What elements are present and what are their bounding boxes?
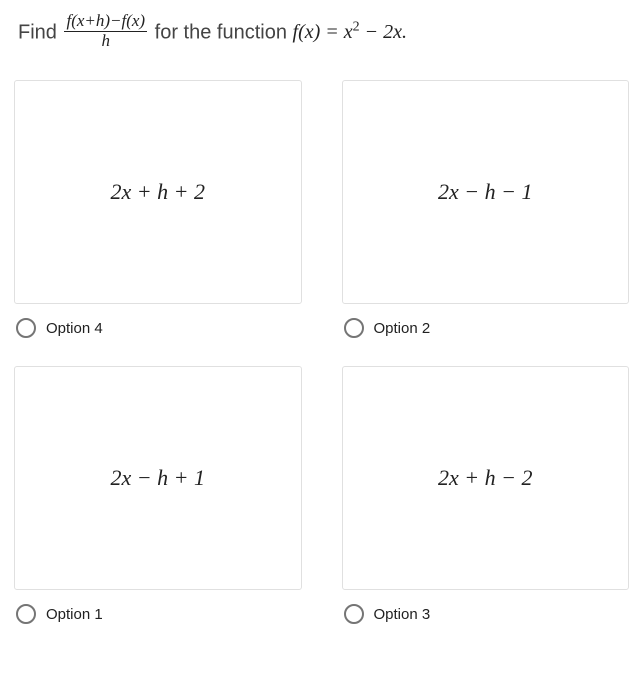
answer-expression: 2x − h + 1 — [111, 465, 205, 491]
answer-expression: 2x + h + 2 — [111, 179, 205, 205]
option-block: 2x − h − 1 Option 2 — [342, 80, 630, 338]
option-radio-2[interactable]: Option 2 — [342, 318, 630, 338]
option-radio-1[interactable]: Option 1 — [14, 604, 302, 624]
function-definition: f(x) = x2 − 2x. — [293, 21, 408, 43]
fraction-numerator: f(x+h)−f(x) — [64, 12, 147, 32]
answer-card: 2x + h + 2 — [14, 80, 302, 304]
option-radio-3[interactable]: Option 3 — [342, 604, 630, 624]
answer-expression: 2x + h − 2 — [438, 465, 532, 491]
radio-icon — [344, 604, 364, 624]
question-text: Find f(x+h)−f(x)h for the function f(x) … — [14, 14, 629, 52]
option-label: Option 3 — [374, 606, 431, 623]
option-block: 2x − h + 1 Option 1 — [14, 366, 302, 624]
option-label: Option 4 — [46, 320, 103, 337]
radio-icon — [344, 318, 364, 338]
question-mid: for the function — [149, 21, 292, 43]
fraction-denominator: h — [64, 32, 147, 51]
answer-card: 2x − h − 1 — [342, 80, 630, 304]
answer-card: 2x − h + 1 — [14, 366, 302, 590]
option-block: 2x + h − 2 Option 3 — [342, 366, 630, 624]
answer-expression: 2x − h − 1 — [438, 179, 532, 205]
difference-quotient-fraction: f(x+h)−f(x)h — [64, 12, 147, 50]
options-grid: 2x + h + 2 Option 4 2x − h − 1 Option 2 … — [14, 80, 629, 624]
option-block: 2x + h + 2 Option 4 — [14, 80, 302, 338]
question-lead: Find — [18, 21, 62, 43]
option-label: Option 2 — [374, 320, 431, 337]
option-radio-4[interactable]: Option 4 — [14, 318, 302, 338]
radio-icon — [16, 318, 36, 338]
option-label: Option 1 — [46, 606, 103, 623]
answer-card: 2x + h − 2 — [342, 366, 630, 590]
radio-icon — [16, 604, 36, 624]
